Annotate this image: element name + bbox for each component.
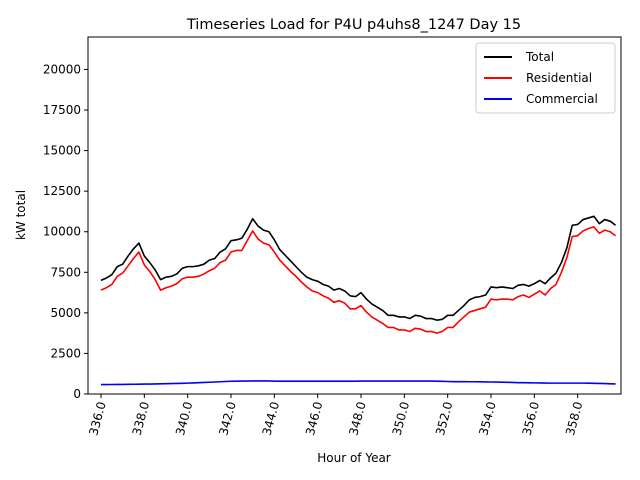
x-tick-label: 350.0 (390, 400, 412, 437)
legend-label-residential: Residential (526, 71, 592, 85)
x-axis: 336.0 338.0 340.0 342.0 344.0 346.0 348.0 350.0… (86, 394, 585, 437)
chart-title: Timeseries Load for P4U p4uhs8_1247 Day … (186, 17, 521, 33)
x-tick-label: 348.0 (346, 400, 368, 437)
series-line-residential (100, 226, 617, 334)
series-line-total (100, 215, 617, 321)
plot-lines (100, 215, 617, 386)
y-tick-label: 0 (73, 387, 81, 401)
y-axis-label: kW total (14, 190, 28, 240)
x-tick-label: 344.0 (260, 400, 282, 437)
series-line-commercial (101, 380, 616, 386)
x-tick-label: 342.0 (216, 400, 238, 437)
y-tick-label: 10000 (43, 225, 81, 239)
x-tick-label: 354.0 (476, 400, 498, 437)
y-tick-label: 7500 (50, 265, 81, 279)
x-tick-label: 358.0 (563, 400, 585, 437)
legend: Total Residential Commercial (475, 42, 616, 114)
legend-box (475, 42, 616, 114)
y-tick-label: 17500 (43, 103, 81, 117)
y-tick-label: 20000 (43, 62, 81, 76)
x-axis-label: Hour of Year (317, 451, 391, 465)
y-tick-label: 5000 (50, 306, 81, 320)
x-tick-label: 352.0 (433, 400, 455, 437)
legend-label-total: Total (525, 50, 554, 64)
y-tick-label: 12500 (43, 184, 81, 198)
y-axis: 0 2500 5000 7500 10000 12500 15000 17500 20000 (43, 62, 88, 401)
legend-label-commercial: Commercial (526, 92, 598, 106)
x-tick-label: 356.0 (520, 400, 542, 437)
x-tick-label: 340.0 (173, 400, 195, 437)
y-tick-label: 2500 (50, 346, 81, 360)
x-tick-label: 338.0 (130, 400, 152, 437)
y-tick-label: 15000 (43, 144, 81, 158)
x-tick-label: 336.0 (86, 400, 108, 437)
x-tick-label: 346.0 (303, 400, 325, 437)
plot-frame (87, 36, 622, 395)
